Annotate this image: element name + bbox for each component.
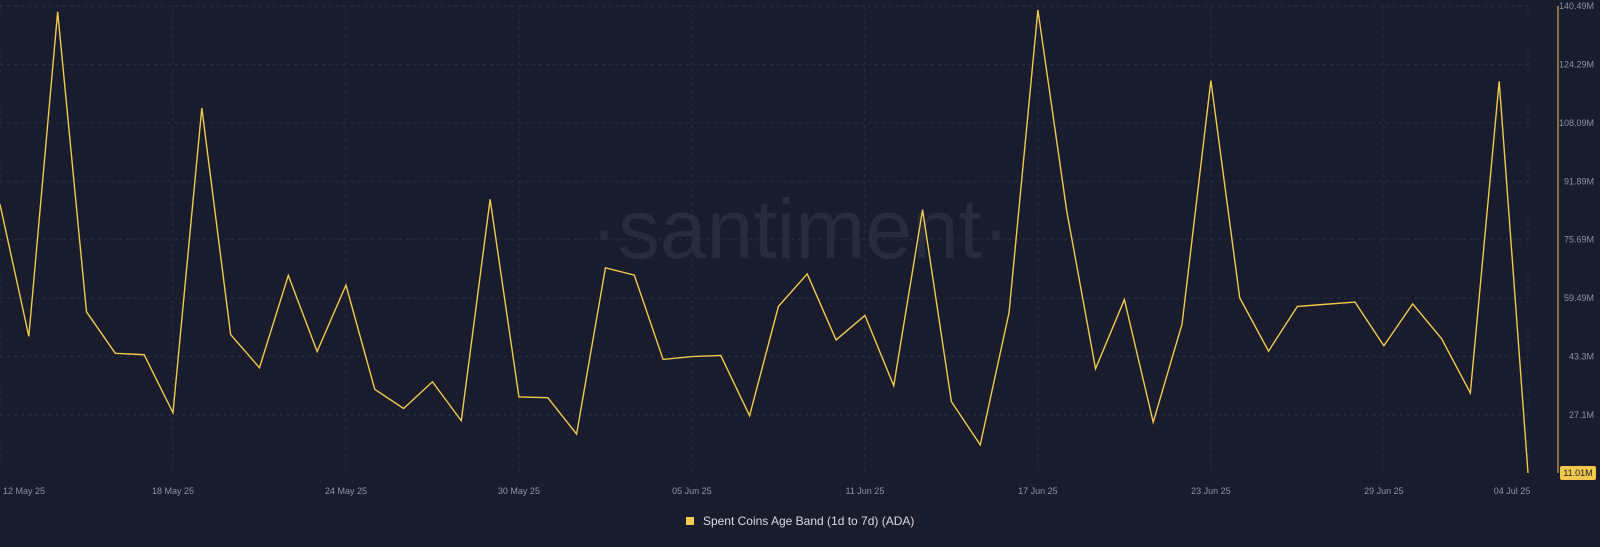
data-point[interactable] xyxy=(371,385,379,393)
x-tick-label: 11 Jun 25 xyxy=(845,486,884,496)
data-point[interactable] xyxy=(601,264,609,272)
data-point[interactable] xyxy=(486,195,494,203)
data-point[interactable] xyxy=(1409,300,1417,308)
data-point[interactable] xyxy=(428,378,436,386)
data-point[interactable] xyxy=(861,311,869,319)
data-point[interactable] xyxy=(919,206,927,214)
data-point[interactable] xyxy=(198,104,206,112)
y-tick-label: 91.89M xyxy=(1564,176,1594,186)
grid-layer xyxy=(0,5,1529,473)
last-value-label: 11.01M xyxy=(1563,468,1592,478)
data-point[interactable] xyxy=(227,331,235,339)
data-point[interactable] xyxy=(457,417,465,425)
data-point[interactable] xyxy=(1351,298,1359,306)
data-point[interactable] xyxy=(0,200,4,208)
x-tick-label: 18 May 25 xyxy=(152,486,194,496)
data-point[interactable] xyxy=(515,393,523,401)
data-point[interactable] xyxy=(544,394,552,402)
data-point[interactable] xyxy=(717,351,725,359)
watermark-text: ·santiment· xyxy=(590,182,1010,276)
line-layer xyxy=(0,9,1529,474)
data-point[interactable] xyxy=(1207,77,1215,85)
data-point[interactable] xyxy=(255,364,263,372)
data-point[interactable] xyxy=(111,349,119,357)
data-point[interactable] xyxy=(1092,365,1100,373)
data-point[interactable] xyxy=(688,353,696,361)
data-point[interactable] xyxy=(573,430,581,438)
data-point[interactable] xyxy=(1178,320,1186,328)
x-tick-label: 17 Jun 25 xyxy=(1018,486,1058,496)
x-tick-label: 04 Jul 25 xyxy=(1494,486,1531,496)
x-tick-label: 23 Jun 25 xyxy=(1191,486,1231,496)
data-point[interactable] xyxy=(803,270,811,278)
last-value-badge xyxy=(1560,466,1596,480)
data-point[interactable] xyxy=(1322,300,1330,308)
data-point[interactable] xyxy=(832,336,840,344)
x-tick-label: 29 Jun 25 xyxy=(1364,486,1404,496)
y-tick-label: 27.1M xyxy=(1569,410,1594,420)
data-point[interactable] xyxy=(313,347,321,355)
data-point[interactable] xyxy=(1236,294,1244,302)
x-tick-label: 24 May 25 xyxy=(325,486,367,496)
x-tick-label: 05 Jun 25 xyxy=(672,486,712,496)
data-point[interactable] xyxy=(947,398,955,406)
data-point[interactable] xyxy=(1293,302,1301,310)
data-point[interactable] xyxy=(976,441,984,449)
legend[interactable]: Spent Coins Age Band (1d to 7d) (ADA) xyxy=(0,514,1600,528)
data-point[interactable] xyxy=(284,271,292,279)
y-tick-label: 59.49M xyxy=(1564,293,1594,303)
data-point[interactable] xyxy=(630,271,638,279)
data-point[interactable] xyxy=(1466,389,1474,397)
data-point[interactable] xyxy=(169,409,177,417)
data-point[interactable] xyxy=(1265,347,1273,355)
x-tick-label: 12 May 25 xyxy=(3,486,45,496)
data-point[interactable] xyxy=(1495,77,1503,85)
legend-label: Spent Coins Age Band (1d to 7d) (ADA) xyxy=(702,514,915,528)
data-point[interactable] xyxy=(1005,309,1013,317)
data-point[interactable] xyxy=(1120,296,1128,304)
y-tick-label: 75.69M xyxy=(1564,235,1594,245)
data-point[interactable] xyxy=(342,281,350,289)
series-line xyxy=(0,9,1529,474)
y-tick-label: 108.09M xyxy=(1559,118,1594,128)
data-point[interactable] xyxy=(1063,207,1071,215)
data-point[interactable] xyxy=(659,355,667,363)
data-point[interactable] xyxy=(54,8,62,16)
y-tick-label: 140.49M xyxy=(1559,1,1594,11)
data-point[interactable] xyxy=(25,332,33,340)
data-point[interactable] xyxy=(82,308,90,316)
data-point[interactable] xyxy=(746,412,754,420)
data-point[interactable] xyxy=(774,302,782,310)
axis-layer: 140.49M 124.29M 108.09M 91.89M 75.69M 59.49M 4… xyxy=(3,1,1596,496)
data-point[interactable] xyxy=(400,404,408,412)
x-tick-label: 30 May 25 xyxy=(498,486,540,496)
data-point[interactable] xyxy=(1380,342,1388,350)
y-tick-label: 43.3M xyxy=(1569,352,1594,362)
data-point[interactable] xyxy=(140,351,148,359)
data-point[interactable] xyxy=(1149,418,1157,426)
y-tick-label: 124.29M xyxy=(1559,59,1594,69)
legend-swatch-icon xyxy=(685,516,694,525)
data-point[interactable] xyxy=(890,382,898,390)
data-point[interactable] xyxy=(1438,335,1446,343)
data-point[interactable] xyxy=(1034,6,1042,14)
data-point[interactable] xyxy=(1524,469,1532,477)
